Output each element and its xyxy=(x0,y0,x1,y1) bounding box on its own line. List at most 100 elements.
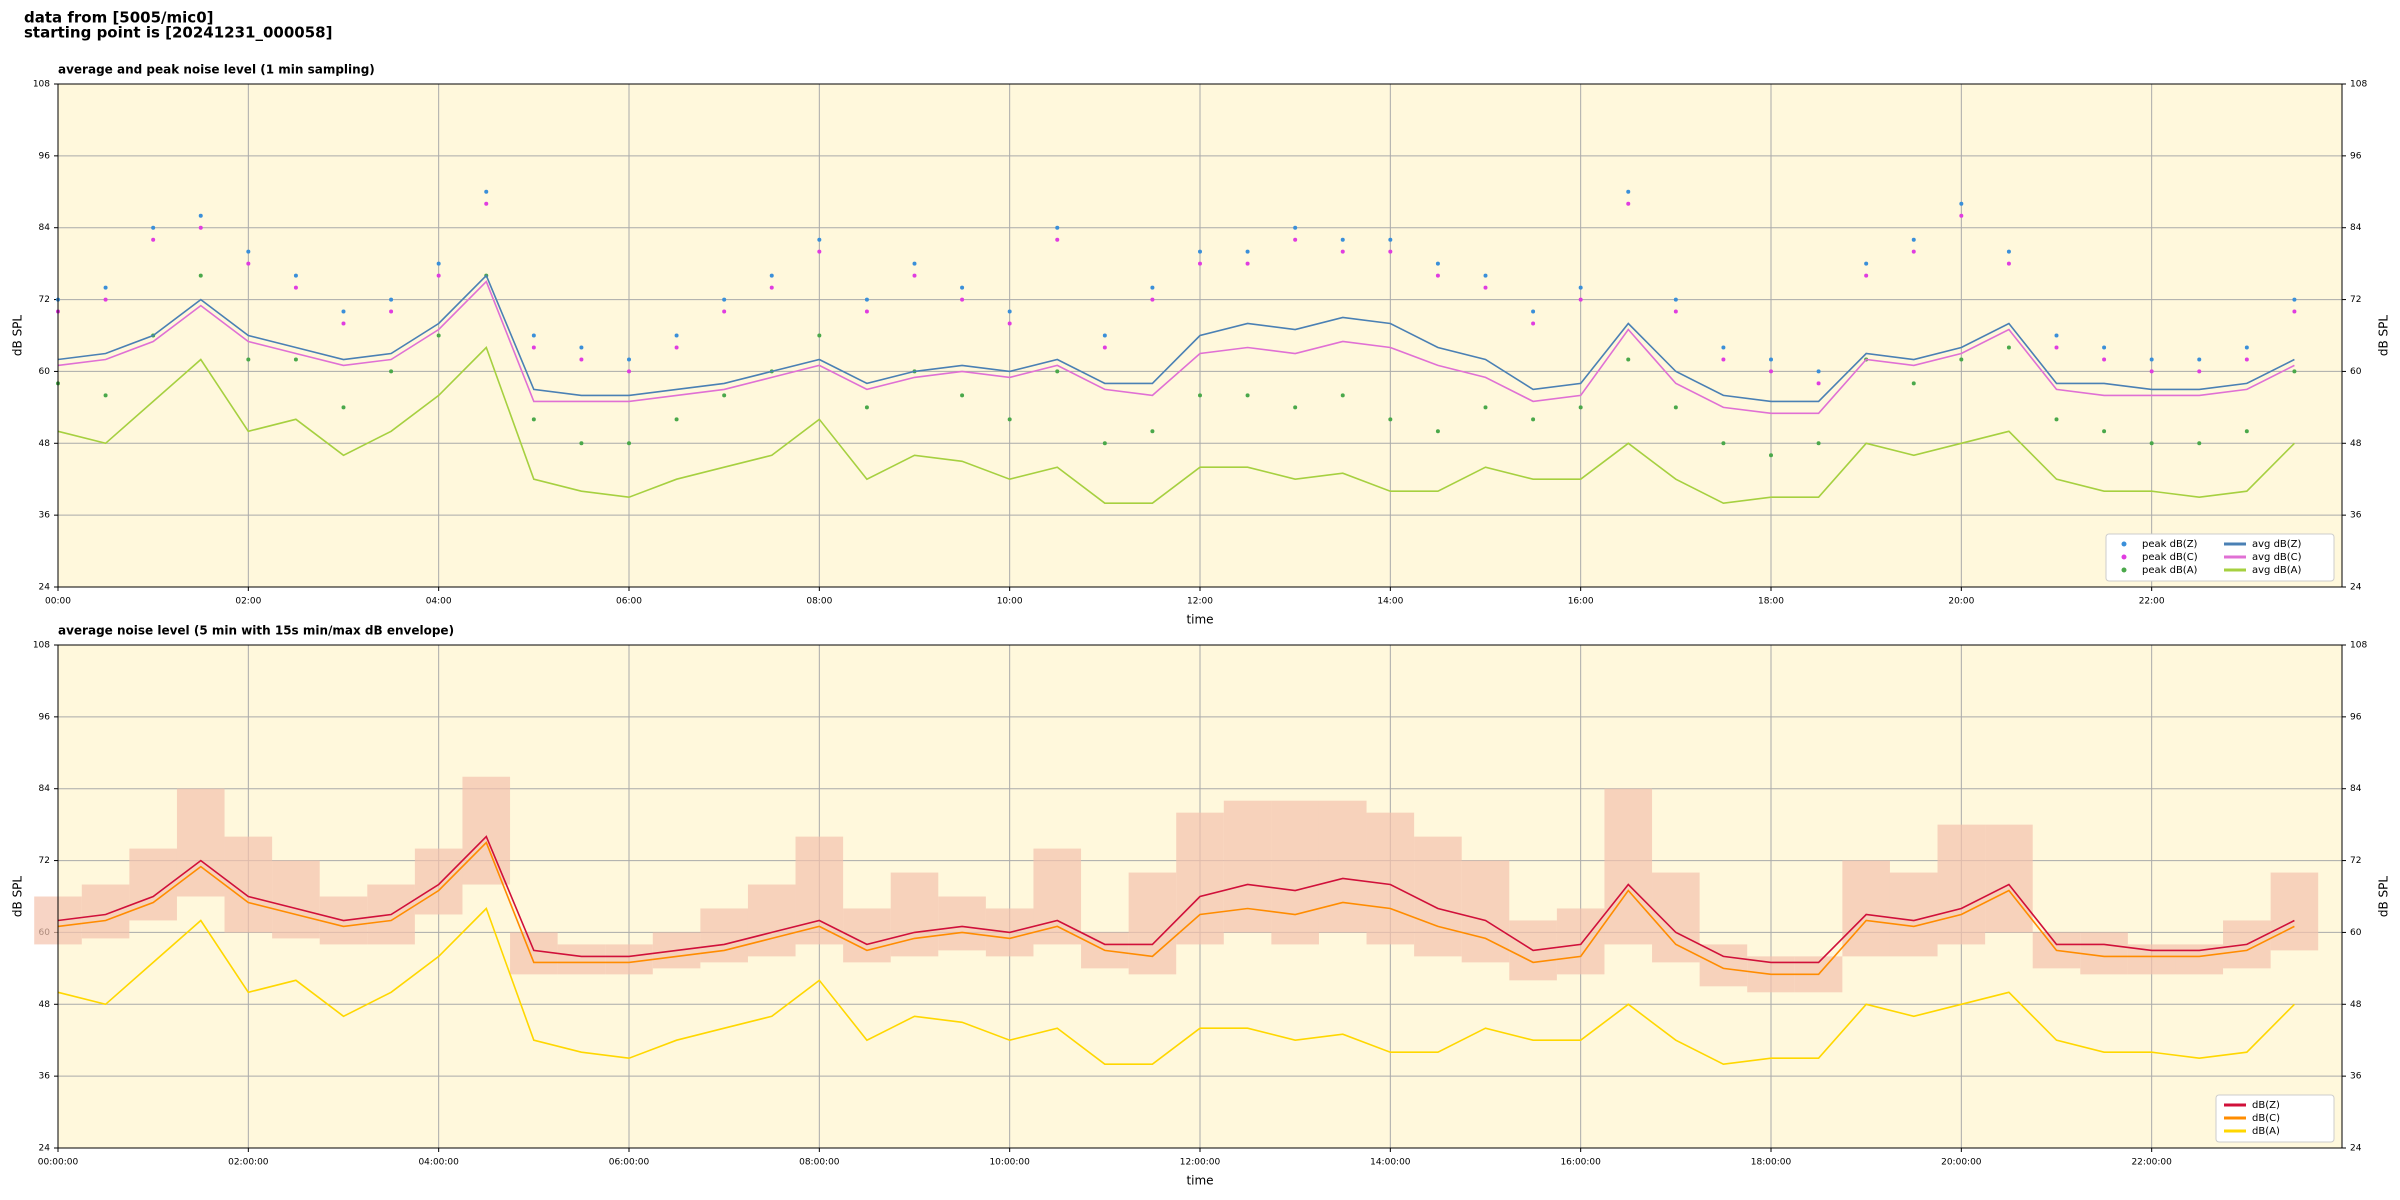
peak-point xyxy=(2149,441,2154,446)
plot-frame xyxy=(57,83,2343,588)
peak-point xyxy=(769,285,774,290)
x-tick-label: 06:00 xyxy=(616,597,642,607)
x-tick-label: 02:00:00 xyxy=(228,1158,269,1168)
peak-point xyxy=(1293,405,1298,410)
peak-point xyxy=(2244,357,2249,362)
peak-point xyxy=(1816,369,1821,374)
series-line xyxy=(57,907,2295,1066)
y-tick-label: 72 xyxy=(2350,856,2361,866)
legend-label: peak dB(C) xyxy=(2142,552,2198,563)
peak-point xyxy=(627,357,631,362)
envelope-band xyxy=(557,944,606,975)
peak-point xyxy=(2149,357,2154,362)
envelope-band xyxy=(1604,788,1653,945)
peak-point xyxy=(2006,261,2011,266)
peak-point xyxy=(1245,249,1250,254)
peak-point xyxy=(1911,237,1916,242)
peak-point xyxy=(246,249,251,254)
peak-point xyxy=(2102,429,2107,434)
legend-label: avg dB(Z) xyxy=(2252,539,2302,550)
x-tick-label: 00:00:00 xyxy=(38,1158,79,1168)
x-tick-label: 04:00 xyxy=(426,597,452,607)
peak-point xyxy=(817,333,822,338)
peak-point xyxy=(2054,333,2059,338)
envelope-band xyxy=(1461,860,1510,963)
y-tick-label: 108 xyxy=(2350,80,2367,90)
peak-point xyxy=(1293,237,1298,242)
peak-point xyxy=(1245,393,1250,398)
peak-point xyxy=(2102,345,2107,350)
peak-point xyxy=(531,417,536,422)
x-tick-label: 16:00 xyxy=(1568,597,1594,607)
peak-point xyxy=(1198,261,1202,266)
peak-point xyxy=(817,237,822,242)
peak-point xyxy=(2054,417,2059,422)
peak-point xyxy=(1673,405,1678,410)
y-tick-label: 48 xyxy=(39,439,51,449)
y-tick-label: 84 xyxy=(2350,223,2362,233)
peak-point xyxy=(627,441,631,446)
legend-label: peak dB(Z) xyxy=(2142,539,2198,550)
peak-point xyxy=(864,297,869,302)
x-tick-label: 18:00 xyxy=(1758,597,1784,607)
envelope-band xyxy=(747,884,796,957)
peak-point xyxy=(293,285,298,290)
envelope-band xyxy=(462,776,511,885)
peak-point xyxy=(2102,357,2107,362)
peak-point xyxy=(1578,297,1583,302)
x-tick-label: 08:00 xyxy=(806,597,832,607)
peak-point xyxy=(103,297,108,302)
peak-point xyxy=(293,357,298,362)
envelope-band xyxy=(1652,872,1700,963)
envelope-band xyxy=(2175,944,2224,975)
peak-point xyxy=(1340,249,1345,254)
peak-point xyxy=(674,417,679,422)
envelope-band xyxy=(272,860,320,939)
y-tick-label: 36 xyxy=(39,1072,51,1082)
y-axis-label: dB SPL xyxy=(11,315,25,357)
peak-point xyxy=(1578,405,1583,410)
legend-label: avg dB(A) xyxy=(2252,565,2302,576)
peak-point xyxy=(769,273,774,278)
series-line xyxy=(57,280,2295,415)
y-tick-label: 60 xyxy=(39,367,51,377)
peak-point xyxy=(1055,237,1060,242)
peak-point xyxy=(2292,309,2297,314)
peak-point xyxy=(1578,285,1583,290)
legend-marker xyxy=(2121,554,2127,560)
peak-point xyxy=(1198,249,1202,254)
peak-point xyxy=(1959,213,1964,218)
peak-point xyxy=(722,297,727,302)
peak-point xyxy=(1388,249,1393,254)
peak-point xyxy=(1959,201,1964,206)
header-line: starting point is [20241231_000058] xyxy=(24,24,332,42)
x-tick-label: 02:00 xyxy=(235,597,261,607)
y-tick-label: 24 xyxy=(39,583,51,593)
peak-point xyxy=(1769,357,1773,362)
peak-point xyxy=(1769,369,1773,374)
peak-point xyxy=(1102,441,1107,446)
peak-point xyxy=(1007,309,1012,314)
peak-point xyxy=(1864,273,1869,278)
peak-point xyxy=(579,357,584,362)
peak-point xyxy=(1864,261,1869,266)
peak-point xyxy=(912,261,917,266)
legend-marker xyxy=(2121,567,2127,573)
envelope-band xyxy=(843,908,891,963)
peak-point xyxy=(1102,333,1107,338)
legend-label: dB(C) xyxy=(2252,1113,2280,1124)
peak-point xyxy=(1483,405,1488,410)
peak-point xyxy=(484,201,489,206)
envelope-band xyxy=(1937,824,1986,945)
peak-point xyxy=(2292,297,2297,302)
peak-point xyxy=(2197,357,2202,362)
peak-point xyxy=(1293,225,1298,230)
peak-point xyxy=(1340,393,1345,398)
peak-point xyxy=(151,237,156,242)
peak-point xyxy=(293,273,298,278)
peak-point xyxy=(198,273,203,278)
envelope-band xyxy=(1271,800,1319,945)
y-tick-label: 48 xyxy=(39,1000,51,1010)
peak-point xyxy=(2054,345,2059,350)
peak-point xyxy=(579,441,584,446)
